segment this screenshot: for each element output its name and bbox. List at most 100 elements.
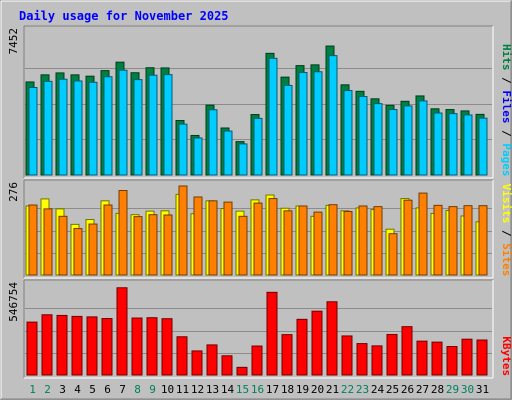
- bar-sites-day-7: [118, 190, 128, 276]
- bar-sites-day-3: [58, 215, 68, 276]
- bar-kbytes-day-12: [191, 350, 203, 376]
- chart-title: Daily usage for November 2025: [19, 9, 229, 23]
- bar-pages-day-5: [88, 81, 98, 176]
- x-tick-label: 15: [236, 383, 249, 396]
- legend-kbytes: KBytes: [500, 336, 512, 376]
- bar-pages-day-10: [163, 74, 173, 176]
- bar-kbytes-day-11: [176, 336, 188, 376]
- legend-hits: Hits: [500, 44, 512, 71]
- bar-kbytes-day-10: [161, 318, 173, 376]
- legend-visits: Visits: [500, 184, 512, 224]
- bar-pages-day-16: [253, 117, 263, 176]
- bar-kbytes-day-27: [416, 340, 428, 376]
- legend-separator: /: [500, 223, 512, 243]
- bar-sites-day-11: [178, 185, 188, 276]
- bar-sites-day-27: [418, 192, 428, 276]
- x-tick-label: 3: [59, 383, 66, 396]
- bar-kbytes-day-29: [446, 346, 458, 376]
- bar-kbytes-day-28: [431, 341, 443, 376]
- bars-visits-sites: [25, 185, 488, 276]
- bar-pages-day-6: [103, 76, 113, 176]
- bar-sites-day-26: [403, 199, 413, 276]
- bar-sites-day-13: [208, 200, 218, 276]
- bar-pages-day-30: [463, 114, 473, 176]
- bar-pages-day-19: [298, 72, 308, 176]
- bar-kbytes-day-21: [326, 301, 338, 376]
- bar-sites-day-15: [238, 215, 248, 276]
- bar-pages-day-23: [358, 96, 368, 176]
- x-tick-label: 14: [221, 383, 235, 396]
- bar-sites-day-24: [373, 206, 383, 276]
- bar-pages-day-15: [238, 143, 248, 176]
- bar-pages-day-21: [328, 55, 338, 176]
- bar-kbytes-day-16: [251, 345, 263, 376]
- bar-pages-day-22: [343, 90, 353, 176]
- x-tick-label: 1: [29, 383, 36, 396]
- bar-sites-day-14: [223, 201, 233, 276]
- x-tick-label: 25: [386, 383, 399, 396]
- bar-pages-day-17: [268, 57, 278, 176]
- x-tick-label: 31: [476, 383, 489, 396]
- panel-visits-sites: 276 Visits / Sites: [7, 179, 512, 279]
- bar-kbytes-day-3: [56, 314, 68, 376]
- bar-kbytes-day-2: [41, 314, 53, 376]
- bar-sites-day-10: [163, 214, 173, 276]
- bar-pages-day-28: [433, 112, 443, 176]
- bars-kbytes: [26, 287, 488, 376]
- x-tick-label: 24: [371, 383, 385, 396]
- legend-separator: /: [500, 71, 512, 91]
- legend-files: Files: [500, 90, 512, 123]
- bar-sites-day-17: [268, 198, 278, 276]
- bar-sites-day-8: [133, 216, 143, 276]
- x-tick-label: 8: [134, 383, 141, 396]
- bar-kbytes-day-24: [371, 345, 383, 376]
- bar-pages-day-20: [313, 71, 323, 176]
- bar-sites-day-2: [43, 208, 53, 276]
- x-tick-label: 5: [89, 383, 96, 396]
- bar-pages-day-8: [133, 79, 143, 176]
- panel-hits-files-pages: 7452 Hits / Files / Pages: [7, 25, 512, 179]
- y-max-label: 7452: [7, 28, 20, 55]
- x-tick-label: 6: [104, 383, 111, 396]
- x-tick-label: 18: [281, 383, 294, 396]
- bar-pages-day-31: [478, 117, 488, 176]
- bar-pages-day-4: [73, 80, 83, 176]
- x-tick-label: 13: [206, 383, 219, 396]
- bar-pages-day-24: [373, 103, 383, 176]
- bar-kbytes-day-25: [386, 333, 398, 376]
- x-tick-label: 22: [341, 383, 354, 396]
- y-max-label: 546754: [7, 282, 20, 322]
- bar-pages-day-1: [28, 87, 38, 176]
- bar-kbytes-day-13: [206, 344, 218, 376]
- legend-kbytes: KBytes: [500, 336, 512, 376]
- bar-sites-day-21: [328, 204, 338, 276]
- x-axis-labels: 1 2 3 4 5 6 7 8 9 10 11 12 13 14 15 16 17 18 19 20 21 22 23 24 2…: [29, 383, 489, 396]
- bar-kbytes-day-1: [26, 321, 38, 376]
- bar-sites-day-31: [478, 205, 488, 276]
- x-tick-label: 11: [176, 383, 189, 396]
- bar-pages-day-18: [283, 84, 293, 176]
- bar-kbytes-day-4: [71, 315, 83, 376]
- bar-sites-day-9: [148, 214, 158, 276]
- x-tick-label: 19: [296, 383, 309, 396]
- bar-kbytes-day-18: [281, 334, 293, 376]
- legend-separator: /: [500, 124, 512, 144]
- bar-pages-day-9: [148, 74, 158, 176]
- bar-sites-day-28: [433, 204, 443, 276]
- panel-kbytes: 546754 KBytes: [7, 279, 512, 379]
- bar-sites-day-5: [88, 223, 98, 276]
- bar-kbytes-day-23: [356, 343, 368, 376]
- bar-kbytes-day-15: [236, 366, 248, 376]
- bar-kbytes-day-7: [116, 287, 128, 376]
- x-tick-label: 26: [401, 383, 414, 396]
- legend-hits-files-pages: Hits / Files / Pages: [500, 44, 512, 177]
- x-tick-label: 23: [356, 383, 369, 396]
- bar-sites-day-4: [73, 228, 83, 276]
- bar-kbytes-day-22: [341, 335, 353, 376]
- bar-pages-day-27: [418, 100, 428, 176]
- bar-sites-day-12: [193, 196, 203, 276]
- x-tick-label: 27: [416, 383, 429, 396]
- bar-sites-day-6: [103, 204, 113, 276]
